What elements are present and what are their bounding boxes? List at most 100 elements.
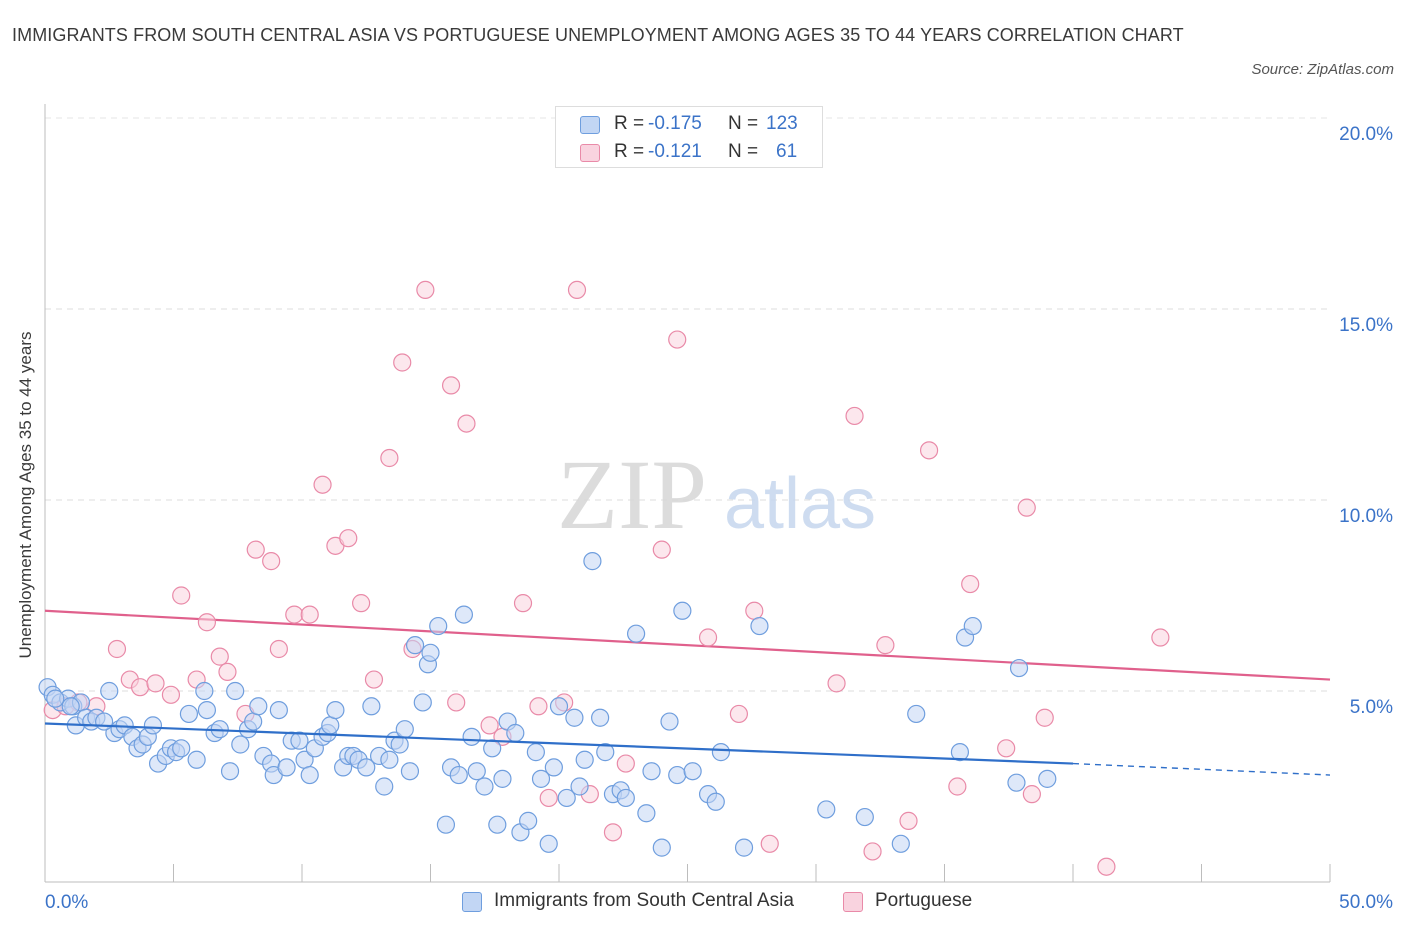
data-point-immigrants	[462, 727, 481, 746]
data-point-portuguese	[300, 605, 319, 624]
data-point-immigrants	[488, 815, 507, 834]
data-point-immigrants	[734, 838, 754, 857]
legend-r-label: R =	[614, 141, 645, 162]
data-point-portuguese	[1017, 498, 1036, 517]
data-point-immigrants	[660, 712, 679, 731]
data-point-portuguese	[262, 552, 281, 571]
data-point-immigrants	[375, 777, 394, 796]
legend-n-label: N =	[728, 141, 759, 162]
trend-line-portuguese-solid	[44, 609, 1331, 681]
bottom-legend-swatch-blue	[462, 892, 482, 912]
data-point-portuguese	[364, 670, 384, 689]
data-point-immigrants	[226, 681, 245, 701]
data-point-portuguese	[210, 647, 229, 666]
data-point-immigrants	[475, 777, 494, 796]
data-point-portuguese	[876, 636, 895, 655]
data-point-immigrants	[321, 716, 340, 735]
data-point-portuguese	[919, 441, 939, 460]
data-point-portuguese	[698, 628, 718, 647]
data-point-immigrants	[570, 777, 589, 796]
data-point-portuguese	[380, 448, 399, 468]
data-point-immigrants	[1009, 658, 1029, 678]
data-point-immigrants	[711, 743, 731, 762]
data-point-portuguese	[961, 574, 980, 594]
data-point-portuguese	[513, 594, 533, 613]
data-point-immigrants	[549, 697, 569, 716]
data-point-portuguese	[948, 777, 967, 796]
data-point-immigrants	[46, 689, 65, 708]
bottom-legend-label: Portuguese	[875, 890, 973, 911]
data-point-immigrants	[683, 762, 702, 781]
chart-title: IMMIGRANTS FROM SOUTH CENTRAL ASIA VS PO…	[12, 25, 1184, 45]
data-point-immigrants	[179, 704, 199, 724]
points-portuguese	[43, 280, 1170, 876]
y-tick-label: 10.0%	[1339, 506, 1393, 527]
data-point-immigrants	[436, 815, 456, 834]
data-point-immigrants	[493, 769, 512, 788]
x-tick-label: 0.0%	[45, 892, 88, 913]
data-point-immigrants	[277, 758, 296, 777]
data-point-immigrants	[591, 708, 610, 727]
data-point-portuguese	[845, 406, 864, 426]
data-point-portuguese	[539, 788, 558, 808]
data-point-portuguese	[729, 704, 749, 724]
data-point-immigrants	[405, 636, 425, 655]
data-point-portuguese	[146, 674, 165, 693]
data-point-immigrants	[668, 765, 687, 785]
data-point-immigrants	[706, 792, 725, 811]
data-point-immigrants	[249, 697, 268, 716]
legend-r-value: -0.121	[648, 141, 702, 162]
data-point-immigrants	[380, 750, 399, 769]
tick-labels: 5.0% 10.0% 15.0% 20.0% 0.0% 50.0%	[45, 124, 1393, 913]
watermark-atlas: atlas	[724, 464, 876, 544]
data-point-immigrants	[143, 716, 163, 735]
data-point-portuguese	[416, 280, 435, 299]
legend-n-label: N =	[728, 113, 759, 134]
data-point-immigrants	[539, 834, 558, 853]
legend-n-value: 123	[766, 113, 798, 134]
trend-line-portuguese	[44, 609, 1331, 681]
chart-source: Source: ZipAtlas.com	[1251, 61, 1394, 78]
data-point-immigrants	[483, 739, 502, 758]
axes	[44, 104, 1331, 883]
data-point-portuguese	[863, 842, 882, 861]
data-point-immigrants	[231, 735, 250, 754]
data-point-immigrants	[596, 743, 615, 762]
data-point-immigrants	[855, 807, 874, 827]
data-point-immigrants	[61, 697, 80, 716]
data-point-portuguese	[603, 823, 623, 842]
legend-r-value: -0.175	[648, 113, 702, 134]
data-point-portuguese	[480, 716, 499, 735]
data-point-immigrants	[544, 758, 563, 777]
data-point-immigrants	[269, 700, 288, 720]
data-point-immigrants	[395, 720, 414, 739]
data-point-portuguese	[246, 540, 265, 559]
data-point-immigrants	[362, 697, 381, 716]
data-point-portuguese	[313, 475, 332, 494]
data-point-immigrants	[652, 838, 671, 857]
data-point-immigrants	[357, 758, 376, 777]
data-point-immigrants	[750, 616, 769, 636]
data-point-immigrants	[557, 788, 576, 808]
data-point-immigrants	[575, 750, 594, 769]
y-tick-label: 15.0%	[1339, 315, 1393, 336]
points-immigrants	[38, 552, 1057, 857]
data-point-immigrants	[300, 765, 319, 785]
legend-r-label: R =	[614, 113, 645, 134]
data-point-immigrants	[950, 743, 970, 762]
data-point-portuguese	[529, 697, 548, 716]
data-point-immigrants	[290, 731, 309, 750]
data-point-immigrants	[891, 834, 910, 853]
data-point-immigrants	[400, 762, 420, 781]
data-point-portuguese	[1151, 628, 1170, 647]
data-point-immigrants	[95, 712, 114, 731]
bottom-legend-label: Immigrants from South Central Asia	[494, 890, 794, 911]
data-point-immigrants	[519, 811, 538, 830]
watermark-zip: ZIP	[557, 439, 707, 550]
data-point-immigrants	[506, 723, 525, 743]
data-point-portuguese	[197, 613, 217, 632]
data-point-portuguese	[745, 601, 764, 620]
data-point-immigrants	[100, 681, 119, 701]
data-point-immigrants	[172, 739, 191, 758]
data-point-portuguese	[1097, 857, 1116, 876]
